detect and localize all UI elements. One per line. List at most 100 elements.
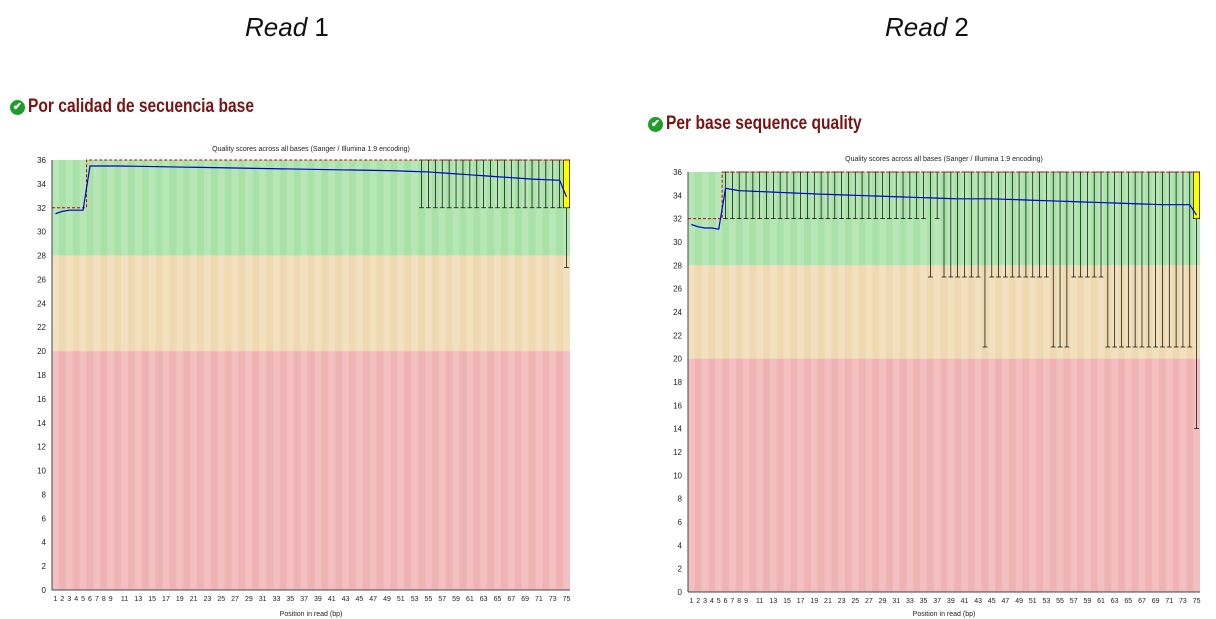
x-tick-label: 29	[245, 596, 253, 603]
band-stripe	[947, 358, 955, 592]
x-tick-label: 11	[756, 598, 763, 605]
band-stripe	[217, 255, 225, 352]
band-stripe	[783, 265, 791, 359]
x-tick-label: 31	[892, 598, 900, 605]
x-tick-label: 8	[737, 598, 741, 605]
y-tick-label: 18	[37, 371, 46, 380]
x-tick-label: 63	[1111, 598, 1119, 605]
band-stripe	[1152, 358, 1160, 592]
band-stripe	[769, 265, 777, 359]
band-stripe	[93, 160, 101, 256]
band-stripe	[906, 265, 914, 359]
band-stripe	[162, 255, 170, 352]
band-stripe	[535, 255, 543, 352]
x-tick-label: 35	[286, 596, 294, 603]
y-tick-label: 2	[42, 562, 47, 571]
x-tick-label: 2	[60, 596, 64, 603]
x-tick-label: 17	[162, 596, 170, 603]
band-stripe	[563, 255, 570, 352]
band-stripe	[355, 255, 363, 352]
band-stripe	[701, 358, 709, 592]
x-tick-label: 9	[744, 598, 748, 605]
band-stripe	[494, 351, 501, 590]
band-stripe	[107, 255, 115, 352]
x-tick-label: 43	[342, 596, 350, 603]
band-stripe	[383, 160, 391, 256]
x-tick-label: 19	[810, 598, 818, 605]
band-stripe	[383, 255, 391, 352]
band-stripe	[906, 358, 914, 592]
y-tick-label: 10	[37, 467, 46, 476]
x-tick-label: 45	[355, 596, 363, 603]
y-tick-label: 14	[673, 425, 682, 434]
band-stripe	[494, 255, 501, 352]
band-stripe	[176, 351, 184, 590]
band-stripe	[1015, 358, 1023, 592]
band-stripe	[1070, 265, 1078, 359]
band-stripe	[783, 358, 791, 592]
band-stripe	[342, 160, 349, 256]
band-stripe	[134, 255, 142, 352]
band-stripe	[203, 160, 211, 256]
band-stripe	[1056, 358, 1064, 592]
y-tick-label: 2	[678, 565, 683, 574]
band-stripe	[865, 358, 873, 592]
x-tick-label: 29	[879, 598, 887, 605]
band-stripe	[1042, 358, 1050, 592]
x-tick-label: 11	[121, 596, 128, 603]
x-tick-label: 69	[521, 596, 529, 603]
band-stripe	[452, 351, 460, 590]
x-tick-label: 21	[824, 598, 832, 605]
band-stripe	[259, 255, 267, 352]
mean-line	[691, 187, 1198, 230]
band-stripe	[369, 255, 377, 352]
x-tick-label: 59	[452, 596, 460, 603]
band-warn	[52, 255, 570, 352]
band-stripe	[411, 351, 419, 590]
band-stripe	[715, 358, 723, 592]
band-stripe	[824, 358, 832, 592]
x-tick-label: 13	[769, 598, 777, 605]
band-stripe	[1083, 265, 1091, 359]
band-stripe	[466, 255, 474, 352]
band-stripe	[190, 255, 198, 352]
band-stripe	[217, 351, 225, 590]
band-stripe	[438, 351, 446, 590]
x-tick-label: 4	[710, 598, 714, 605]
band-stripe	[756, 265, 764, 359]
band-stripe	[328, 160, 336, 256]
y-tick-label: 24	[673, 308, 682, 317]
band-stripe	[701, 265, 709, 359]
y-tick-label: 12	[673, 448, 682, 457]
band-stripe	[148, 351, 156, 590]
band-stripe	[231, 160, 239, 256]
band-stripe	[865, 265, 873, 359]
x-tick-label: 57	[438, 596, 446, 603]
x-tick-label: 67	[1138, 598, 1146, 605]
band-stripe	[452, 255, 460, 352]
band-stripe	[480, 255, 488, 352]
band-stripe	[273, 351, 280, 590]
y-tick-label: 8	[42, 490, 47, 499]
band-stripe	[203, 351, 211, 590]
band-stripe	[920, 265, 927, 359]
band-stripe	[397, 160, 405, 256]
band-stripe	[961, 358, 968, 592]
band-stripe	[988, 358, 996, 592]
band-stripe	[328, 351, 336, 590]
band-stripe	[879, 265, 886, 359]
band-stripe	[549, 255, 557, 352]
band-stripe	[203, 255, 211, 352]
y-tick-label: 16	[673, 401, 682, 410]
band-stripe	[988, 265, 996, 359]
band-stripe	[300, 160, 308, 256]
y-tick-label: 36	[673, 168, 682, 177]
band-stripe	[797, 358, 805, 592]
x-tick-label: 5	[81, 596, 85, 603]
band-stripe	[424, 255, 432, 352]
band-bad	[52, 351, 570, 590]
x-tick-label: 71	[535, 596, 543, 603]
x-tick-label: 6	[724, 598, 728, 605]
x-tick-label: 55	[425, 596, 433, 603]
band-stripe	[190, 160, 198, 256]
